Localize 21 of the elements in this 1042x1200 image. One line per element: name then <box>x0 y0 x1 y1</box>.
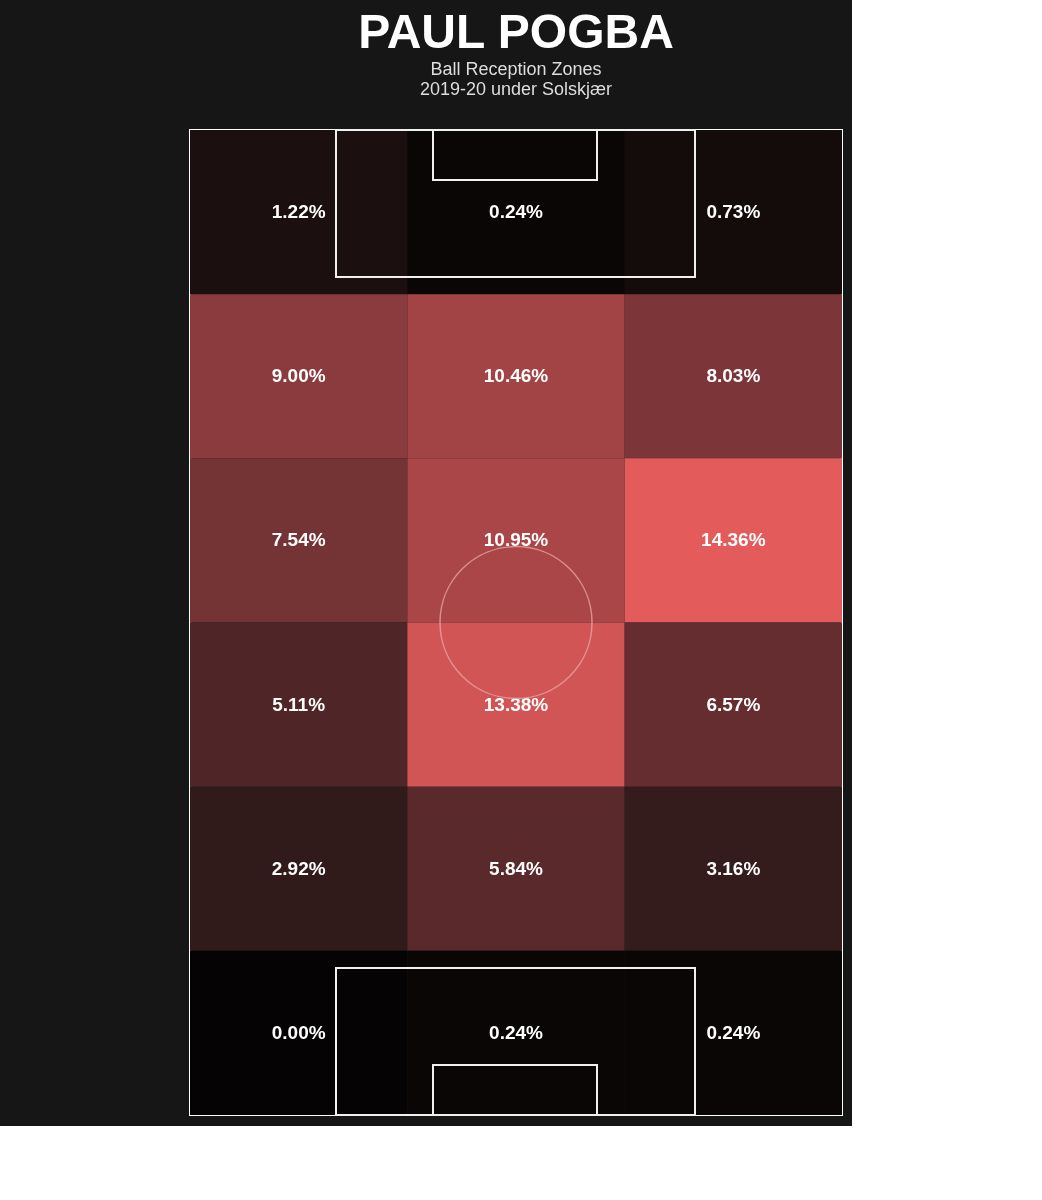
data-label: 0.24% <box>706 1021 761 1043</box>
data-label: 14.36% <box>701 529 766 551</box>
data-label: 0.73% <box>706 201 761 223</box>
data-label: 9.00% <box>271 365 326 387</box>
data-label: 0.24% <box>489 1021 544 1043</box>
data-label: 8.03% <box>706 365 761 387</box>
data-label: 10.95% <box>483 529 549 551</box>
data-label: 1.22% <box>271 201 326 223</box>
text: 2019-20 under Solskjær <box>419 79 613 99</box>
data-label: 3.16% <box>706 857 761 879</box>
data-label: 0.24% <box>489 201 544 223</box>
data-label: 6.57% <box>706 693 761 715</box>
data-label: 13.38% <box>483 693 549 715</box>
data-label: 10.46% <box>483 365 549 387</box>
data-label: 5.11% <box>272 693 326 715</box>
chart-title: PAUL POGBA <box>358 5 674 58</box>
data-label: 7.54% <box>271 529 326 551</box>
data-label: 5.84% <box>489 857 544 879</box>
chart-subtitle: Ball Reception Zones <box>430 59 602 79</box>
data-label: 2.92% <box>271 857 326 879</box>
data-label: 0.00% <box>271 1021 326 1043</box>
